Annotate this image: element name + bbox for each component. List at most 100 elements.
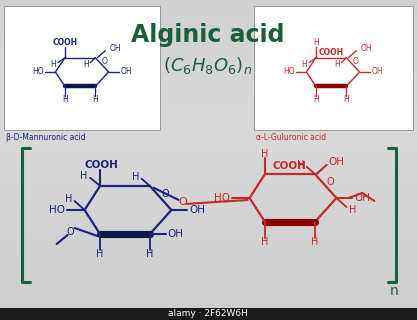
Text: OH: OH bbox=[329, 157, 345, 167]
Bar bbox=[0, 287, 417, 288]
Bar bbox=[0, 276, 417, 277]
Bar bbox=[0, 317, 417, 318]
Bar bbox=[0, 230, 417, 231]
Bar bbox=[0, 264, 417, 265]
Text: H: H bbox=[261, 149, 269, 159]
Bar bbox=[0, 207, 417, 208]
Bar bbox=[0, 69, 417, 70]
Bar bbox=[0, 107, 417, 108]
Bar bbox=[0, 278, 417, 279]
Bar bbox=[0, 241, 417, 242]
Text: OH: OH bbox=[189, 205, 206, 215]
Bar bbox=[0, 225, 417, 226]
Bar bbox=[0, 273, 417, 274]
Text: alamy · 2F62W6H: alamy · 2F62W6H bbox=[168, 309, 248, 318]
Text: H: H bbox=[311, 237, 319, 247]
Bar bbox=[0, 266, 417, 267]
Bar bbox=[0, 180, 417, 181]
Bar bbox=[0, 291, 417, 292]
Bar bbox=[0, 245, 417, 246]
Text: H: H bbox=[146, 249, 153, 259]
Bar bbox=[0, 5, 417, 6]
Bar bbox=[0, 308, 417, 309]
Bar bbox=[0, 113, 417, 114]
Bar bbox=[0, 257, 417, 258]
Bar bbox=[0, 227, 417, 228]
Bar bbox=[0, 50, 417, 51]
Bar bbox=[0, 87, 417, 88]
Bar bbox=[0, 93, 417, 94]
Bar bbox=[0, 290, 417, 291]
Bar bbox=[0, 27, 417, 28]
Bar bbox=[0, 204, 417, 205]
Bar bbox=[0, 130, 417, 131]
Bar bbox=[0, 271, 417, 272]
Bar bbox=[0, 147, 417, 148]
Bar bbox=[0, 137, 417, 138]
Text: H: H bbox=[80, 171, 87, 181]
Bar bbox=[0, 172, 417, 173]
Bar bbox=[0, 2, 417, 3]
Bar bbox=[0, 122, 417, 123]
Bar bbox=[0, 233, 417, 234]
Bar bbox=[0, 45, 417, 46]
Bar bbox=[0, 300, 417, 301]
Bar bbox=[0, 198, 417, 199]
Bar bbox=[0, 94, 417, 95]
Text: HO: HO bbox=[283, 68, 294, 76]
Bar bbox=[0, 111, 417, 112]
Bar bbox=[0, 145, 417, 146]
Bar bbox=[0, 74, 417, 75]
Text: α-L-Guluronic acid: α-L-Guluronic acid bbox=[256, 133, 326, 142]
Bar bbox=[0, 142, 417, 143]
Bar bbox=[0, 114, 417, 115]
Text: $(C_6H_8O_6)_n$: $(C_6H_8O_6)_n$ bbox=[163, 54, 253, 76]
Bar bbox=[0, 309, 417, 310]
Bar bbox=[0, 306, 417, 307]
Text: COOH: COOH bbox=[319, 48, 344, 57]
Bar bbox=[0, 101, 417, 102]
Bar bbox=[0, 138, 417, 139]
Bar bbox=[0, 24, 417, 25]
Bar bbox=[0, 312, 417, 313]
Bar bbox=[4, 6, 160, 130]
Bar bbox=[0, 16, 417, 17]
Bar bbox=[0, 269, 417, 270]
Bar bbox=[0, 313, 417, 314]
Bar bbox=[0, 81, 417, 82]
Bar bbox=[0, 162, 417, 163]
Bar bbox=[0, 229, 417, 230]
Bar bbox=[0, 255, 417, 256]
Bar bbox=[0, 99, 417, 100]
Bar bbox=[0, 293, 417, 294]
Bar bbox=[0, 299, 417, 300]
Bar bbox=[0, 151, 417, 152]
Bar bbox=[0, 10, 417, 11]
Text: H: H bbox=[297, 160, 305, 170]
Bar bbox=[0, 168, 417, 169]
Bar bbox=[0, 191, 417, 192]
Bar bbox=[0, 157, 417, 158]
Bar bbox=[0, 190, 417, 191]
Bar bbox=[0, 270, 417, 271]
Bar bbox=[0, 83, 417, 84]
Bar bbox=[0, 6, 417, 7]
Bar bbox=[0, 274, 417, 275]
Bar bbox=[0, 104, 417, 105]
Bar bbox=[0, 281, 417, 282]
Bar bbox=[0, 221, 417, 222]
Bar bbox=[0, 302, 417, 303]
Bar bbox=[0, 115, 417, 116]
Bar bbox=[0, 182, 417, 183]
Bar bbox=[0, 186, 417, 187]
Bar bbox=[0, 124, 417, 125]
Bar bbox=[0, 108, 417, 109]
Bar bbox=[0, 131, 417, 132]
Bar bbox=[0, 308, 417, 320]
Bar bbox=[0, 181, 417, 182]
Bar bbox=[0, 179, 417, 180]
Bar bbox=[0, 261, 417, 262]
Bar bbox=[0, 282, 417, 283]
Bar bbox=[0, 18, 417, 19]
Text: OH: OH bbox=[372, 68, 383, 76]
